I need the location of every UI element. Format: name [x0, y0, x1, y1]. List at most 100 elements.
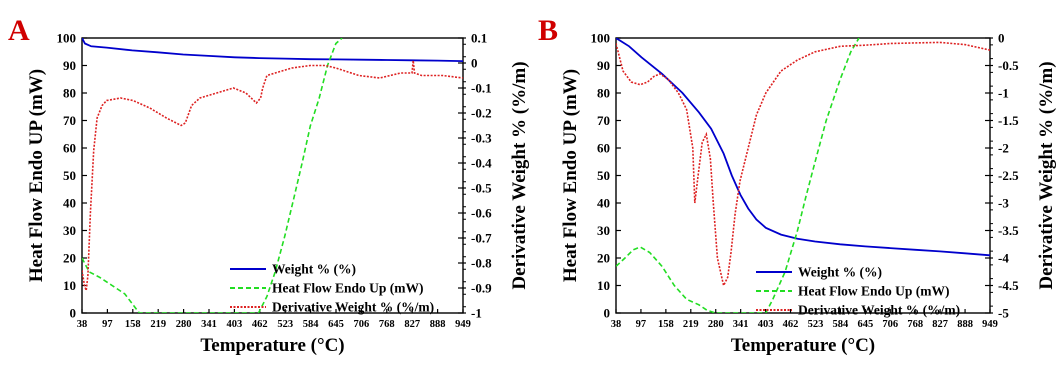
- y-left-tick-label: 100: [57, 31, 77, 46]
- x-tick-label: 706: [882, 319, 898, 330]
- x-tick-label: 949: [982, 319, 998, 330]
- y-left-tick-label: 90: [597, 58, 610, 73]
- y-right-tick-label: 0: [471, 56, 478, 71]
- series-line-0: [616, 38, 990, 257]
- y-left-tick-label: 30: [597, 223, 610, 238]
- chart-panel-a: A 0 10 20 30 40 50 60 70 80 90 100 0.1 0 -0.1 -0.2 -0.3 -…: [8, 14, 530, 356]
- x-tick-label: 219: [683, 319, 699, 330]
- y-left-tick-label: 10: [597, 278, 610, 293]
- y-right-tick-label: -0.1: [471, 81, 492, 96]
- legend-label: Derivative Weight % (%/m): [798, 303, 960, 318]
- y-right-tick-label: -1: [471, 306, 482, 321]
- x-tick-label: 768: [379, 319, 395, 330]
- y-right-tick-label: -5: [998, 306, 1009, 321]
- x-axis-label: Temperature (°C): [731, 335, 875, 356]
- x-tick-label: 38: [77, 319, 88, 330]
- chart-panel-b: B 0 10 20 30 40 50 60 70 80 90 100 0 -0.5 -1 -1.5 -2 -2.5…: [538, 14, 1057, 356]
- series-line-2: [82, 60, 463, 291]
- x-tick-label: 462: [252, 319, 268, 330]
- y-left-tick-label: 30: [63, 223, 76, 238]
- y-right-tick-label: -0.7: [471, 231, 492, 246]
- x-tick-label: 341: [733, 319, 749, 330]
- y-right-tick-label: -0.2: [471, 106, 492, 121]
- legend-label: Weight % (%): [272, 262, 356, 277]
- x-tick-label: 341: [201, 319, 217, 330]
- y-right-tick-label: -0.5: [998, 58, 1019, 73]
- x-tick-label: 158: [125, 319, 141, 330]
- y-left-tick-label: 40: [597, 196, 610, 211]
- series-line-2: [616, 41, 990, 288]
- x-tick-label: 280: [708, 319, 724, 330]
- y-left-tick-label: 50: [63, 168, 76, 183]
- x-tick-label: 462: [783, 319, 799, 330]
- legend-label: Weight % (%): [798, 265, 882, 280]
- panel-label: B: [538, 14, 558, 47]
- y-left-tick-label: 20: [63, 251, 76, 266]
- y-right-tick-label: -1.5: [998, 113, 1019, 128]
- y-left-tick-label: 10: [63, 278, 76, 293]
- y-left-tick-label: 60: [63, 141, 76, 156]
- legend: Weight % (%) Heat Flow Endo Up (mW) Deriva…: [230, 262, 434, 315]
- y-right-tick-label: -0.5: [471, 181, 492, 196]
- y-left-tick-label: 40: [63, 196, 76, 211]
- y-left-tick-label: 70: [63, 113, 76, 128]
- x-tick-label: 827: [932, 319, 948, 330]
- x-tick-label: 645: [328, 319, 344, 330]
- y-right-tick-label: 0: [998, 31, 1005, 46]
- x-tick-label: 97: [636, 319, 647, 330]
- y-left-tick-label: 0: [70, 306, 77, 321]
- legend-label: Heat Flow Endo Up (mW): [798, 284, 950, 299]
- y-right-tick-label: 0.1: [471, 31, 487, 46]
- y-left-tick-label: 100: [591, 31, 611, 46]
- panel-label: A: [8, 14, 30, 47]
- y-left-tick-label: 0: [604, 306, 611, 321]
- x-tick-label: 219: [150, 319, 166, 330]
- x-tick-label: 949: [455, 319, 471, 330]
- x-tick-label: 403: [227, 319, 243, 330]
- x-tick-label: 38: [611, 319, 622, 330]
- y-right-axis-label: Derivative Weight % (%/m): [1036, 61, 1057, 289]
- x-tick-label: 888: [957, 319, 973, 330]
- x-tick-label: 584: [833, 319, 850, 330]
- y-left-tick-label: 80: [597, 86, 610, 101]
- x-tick-label: 584: [303, 319, 320, 330]
- y-right-tick-label: -0.8: [471, 256, 492, 271]
- y-left-tick-label: 80: [63, 86, 76, 101]
- y-right-axis-label: Derivative Weight % (%/m): [509, 61, 530, 289]
- x-tick-label: 888: [430, 319, 446, 330]
- series-line-1: [616, 38, 860, 313]
- y-right-tick-label: -0.6: [471, 206, 492, 221]
- x-tick-label: 645: [857, 319, 873, 330]
- y-right-tick-label: -4: [998, 251, 1009, 266]
- y-left-tick-label: 70: [597, 113, 610, 128]
- y-left-tick-label: 60: [597, 141, 610, 156]
- x-tick-label: 827: [404, 319, 420, 330]
- y-right-tick-label: -0.3: [471, 131, 492, 146]
- y-left-axis-label: Heat Flow Endo UP (mW): [560, 69, 581, 282]
- x-tick-label: 97: [102, 319, 113, 330]
- legend-label: Heat Flow Endo Up (mW): [272, 281, 424, 296]
- y-right-tick-label: -2.5: [998, 168, 1019, 183]
- y-right-tick-label: -3: [998, 196, 1009, 211]
- x-tick-label: 706: [354, 319, 370, 330]
- x-tick-label: 768: [907, 319, 923, 330]
- x-axis-label: Temperature (°C): [200, 335, 344, 356]
- y-left-tick-label: 50: [597, 168, 610, 183]
- x-tick-label: 280: [176, 319, 192, 330]
- y-right-tick-label: -4.5: [998, 278, 1019, 293]
- series-line-1: [82, 38, 343, 313]
- y-left-axis-label: Heat Flow Endo UP (mW): [26, 69, 47, 282]
- x-tick-label: 523: [277, 319, 293, 330]
- y-right-tick-label: -2: [998, 141, 1009, 156]
- x-tick-label: 523: [808, 319, 824, 330]
- y-left-tick-label: 20: [597, 251, 610, 266]
- y-right-tick-label: -1: [998, 86, 1009, 101]
- x-tick-label: 158: [658, 319, 674, 330]
- legend: Weight % (%) Heat Flow Endo Up (mW) Deriva…: [756, 265, 960, 318]
- y-right-tick-label: -0.4: [471, 156, 492, 171]
- y-right-tick-label: -3.5: [998, 223, 1019, 238]
- series-line-0: [82, 38, 463, 62]
- y-left-tick-label: 90: [63, 58, 76, 73]
- x-tick-label: 403: [758, 319, 774, 330]
